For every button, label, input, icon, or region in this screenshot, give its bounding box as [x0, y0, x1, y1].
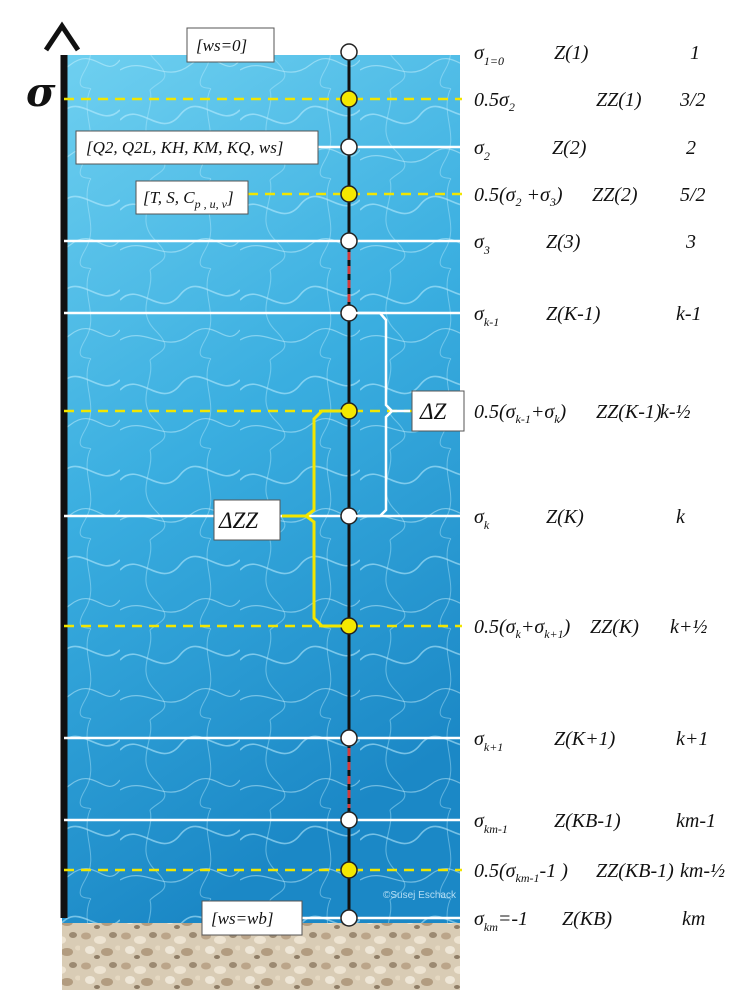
k-index-label: 5/2	[680, 184, 706, 206]
sigma-label: σ3	[474, 231, 490, 257]
watermark: ©Susej Eschack	[383, 890, 457, 901]
k-index-label: 2	[686, 137, 696, 159]
sigma-label: 0.5(σk-1+σk)	[474, 401, 567, 426]
q-vars-text: [Q2, Q2L, KH, KM, KQ, ws]	[86, 138, 283, 157]
ws-top-text: [ws=0]	[196, 36, 247, 55]
z-label: ZZ(K)	[590, 616, 639, 638]
k-index-label: k-1	[676, 303, 702, 325]
z-label: ZZ(1)	[596, 89, 642, 111]
full-level-node	[340, 138, 358, 156]
full-level-node	[340, 304, 358, 322]
half-level-node	[340, 90, 358, 108]
k-index-label: km-½	[680, 860, 725, 882]
ws-top-box: [ws=0]	[186, 27, 275, 63]
q-vars-box: [Q2, Q2L, KH, KM, KQ, ws]	[75, 130, 319, 165]
sigma-label: σk+1	[474, 728, 503, 754]
half-level-node	[340, 185, 358, 203]
sigma-label: σ2	[474, 137, 490, 163]
z-label: Z(K)	[546, 506, 584, 528]
k-index-label: k+1	[676, 728, 708, 750]
z-label: ZZ(KB-1)	[596, 860, 674, 882]
sigma-label: 0.5(σkm-1-1 )	[474, 860, 568, 885]
full-level-node	[340, 909, 358, 927]
delta-z-bracket	[356, 311, 410, 518]
z-label: Z(1)	[554, 42, 589, 64]
z-label: ZZ(2)	[592, 184, 638, 206]
z-label: Z(K+1)	[554, 728, 616, 750]
full-level-node	[340, 507, 358, 525]
k-index-label: 3	[685, 231, 696, 253]
t-vars-box: [T, S, Cp , u, v]	[135, 180, 249, 215]
delta-z-text: ΔZ	[419, 399, 446, 424]
sigma-label: σk-1	[474, 303, 499, 329]
axis-sigma-label: σ	[26, 69, 56, 116]
z-label: ZZ(K-1)	[596, 401, 662, 423]
delta-zz-text: ΔZZ	[218, 508, 258, 533]
water-caustics	[62, 55, 460, 923]
z-label: Z(K-1)	[546, 303, 601, 325]
half-level-node	[340, 861, 358, 879]
delta-zz-box: ΔZZ	[213, 499, 281, 541]
ws-bottom-text: [ws=wb]	[211, 909, 274, 928]
full-level-node	[340, 43, 358, 61]
sigma-label: σkm=-1	[474, 908, 528, 934]
full-level-node	[340, 232, 358, 250]
t-vars-text: [T, S, Cp , u, v]	[143, 188, 234, 211]
z-label: Z(KB-1)	[554, 810, 621, 832]
full-level-node	[340, 729, 358, 747]
ws-bottom-box: [ws=wb]	[201, 900, 303, 936]
sigma-label: 0.5σ2	[474, 89, 515, 114]
k-index-label: 1	[690, 42, 700, 64]
sigma-label: 0.5(σk+σk+1)	[474, 616, 571, 641]
k-index-label: km	[682, 908, 705, 930]
sigma-label: σk	[474, 506, 490, 532]
sigma-label: 0.5(σ2 +σ3)	[474, 184, 563, 209]
k-index-label: 3/2	[679, 89, 706, 111]
k-index-label: k+½	[670, 616, 707, 638]
full-level-node	[340, 811, 358, 829]
axis-arrow-icon	[43, 21, 81, 52]
k-index-label: k	[676, 506, 686, 528]
k-index-label: k-½	[660, 401, 691, 423]
delta-z-box: ΔZ	[411, 390, 465, 432]
sigma-label: σkm-1	[474, 810, 508, 836]
z-label: Z(KB)	[562, 908, 612, 930]
z-label: Z(3)	[546, 231, 581, 253]
delta-zz-bracket	[282, 409, 344, 628]
sigma-label: σ1=0	[474, 42, 504, 68]
z-label: Z(2)	[552, 137, 587, 159]
k-index-label: km-1	[676, 810, 716, 832]
